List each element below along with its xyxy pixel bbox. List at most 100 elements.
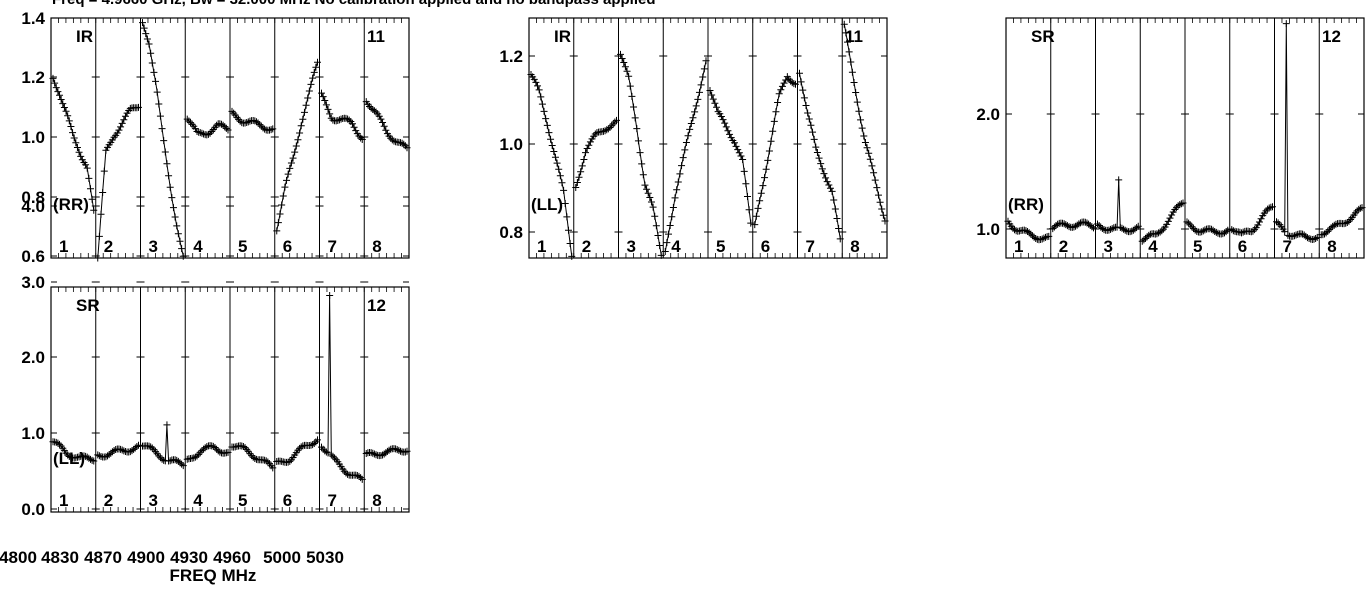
data-point [326, 291, 334, 299]
data-point [352, 127, 360, 135]
data-point [782, 76, 790, 84]
data-point [634, 137, 642, 145]
data-point [1211, 227, 1219, 235]
data-point [208, 442, 216, 450]
data-point [761, 174, 769, 182]
data-point [1274, 219, 1282, 227]
if-number-label: 8 [372, 491, 381, 510]
data-point [621, 63, 629, 71]
data-point [1229, 227, 1237, 235]
data-point [689, 114, 697, 122]
data-point [115, 126, 123, 134]
if-number-label: 2 [582, 237, 591, 256]
polarization-label: (LL) [53, 449, 85, 468]
data-point [1324, 227, 1332, 235]
data-point [248, 452, 256, 460]
data-point [876, 198, 884, 206]
data-point [302, 101, 310, 109]
x-tick-label: 4870 [84, 548, 122, 567]
if-spectrum-line [620, 54, 662, 256]
data-point [684, 132, 692, 140]
data-point [83, 164, 91, 172]
data-point [623, 67, 631, 75]
x-tick-label: 4960 [213, 548, 251, 567]
data-point [155, 100, 163, 108]
data-point [335, 116, 343, 124]
panel-sr-ll: 0.01.02.03.04.01 2 3 4 5 6 7 8SR 12(LL) [21, 197, 411, 519]
data-point [759, 182, 767, 190]
data-point [734, 146, 742, 154]
data-point [845, 48, 853, 56]
data-point [828, 187, 836, 195]
data-point [150, 68, 158, 76]
data-point [831, 205, 839, 213]
data-point [337, 115, 345, 123]
source-label: SR [76, 296, 100, 315]
data-point [203, 443, 211, 451]
data-point [56, 440, 64, 448]
x-tick-labels: 4800 4830 4870 4900 4930 4960 5000 5030 [0, 548, 344, 567]
data-point [193, 452, 201, 460]
data-point [178, 245, 186, 253]
data-point [774, 98, 782, 106]
data-point [169, 204, 177, 212]
data-point [873, 184, 881, 192]
data-point [1063, 222, 1071, 230]
data-point [668, 213, 676, 221]
baseline-label: 11 [367, 27, 385, 46]
data-point [770, 117, 778, 125]
data-point [863, 144, 871, 152]
data-point [735, 149, 743, 157]
data-point [855, 107, 863, 115]
data-point [279, 192, 287, 200]
data-point [90, 457, 98, 465]
data-point [573, 178, 581, 186]
y-tick-label: 0.6 [21, 247, 45, 266]
data-point [342, 114, 350, 122]
data-point [1037, 236, 1045, 244]
data-point [257, 122, 265, 130]
data-point [256, 121, 264, 129]
data-point [657, 251, 665, 259]
data-point [400, 140, 408, 148]
data-point [204, 130, 212, 138]
data-point [666, 222, 674, 229]
data-point [778, 82, 786, 90]
data-point [67, 122, 75, 130]
data-point [216, 120, 224, 128]
data-point [1163, 220, 1171, 228]
data-point [1290, 232, 1298, 240]
data-point [54, 88, 62, 96]
data-point [350, 123, 358, 131]
data-point [1222, 228, 1230, 236]
data-point [366, 102, 374, 110]
data-point [861, 138, 869, 146]
data-point [810, 135, 818, 143]
data-point [358, 475, 366, 483]
data-point [396, 139, 404, 147]
data-point [638, 160, 646, 168]
data-point [244, 118, 252, 126]
data-point [1303, 234, 1311, 242]
y-tick-label: 0.8 [21, 188, 45, 207]
data-point [840, 20, 848, 28]
data-point [1343, 219, 1351, 227]
data-point [252, 118, 260, 126]
data-point [304, 94, 312, 102]
data-point [844, 38, 852, 46]
data-point [740, 167, 748, 175]
if-number-label: 7 [1283, 237, 1292, 256]
data-point [140, 24, 148, 32]
data-point [874, 191, 882, 199]
data-point [1289, 232, 1297, 240]
data-point [879, 211, 887, 219]
if-number-label: 3 [149, 237, 158, 256]
data-point [77, 152, 85, 160]
data-point [1330, 221, 1338, 229]
x-axis-label: FREQ MHz [170, 566, 257, 585]
data-point [369, 449, 377, 457]
data-point [51, 79, 59, 87]
data-point [1045, 232, 1053, 240]
data-point [822, 174, 830, 182]
